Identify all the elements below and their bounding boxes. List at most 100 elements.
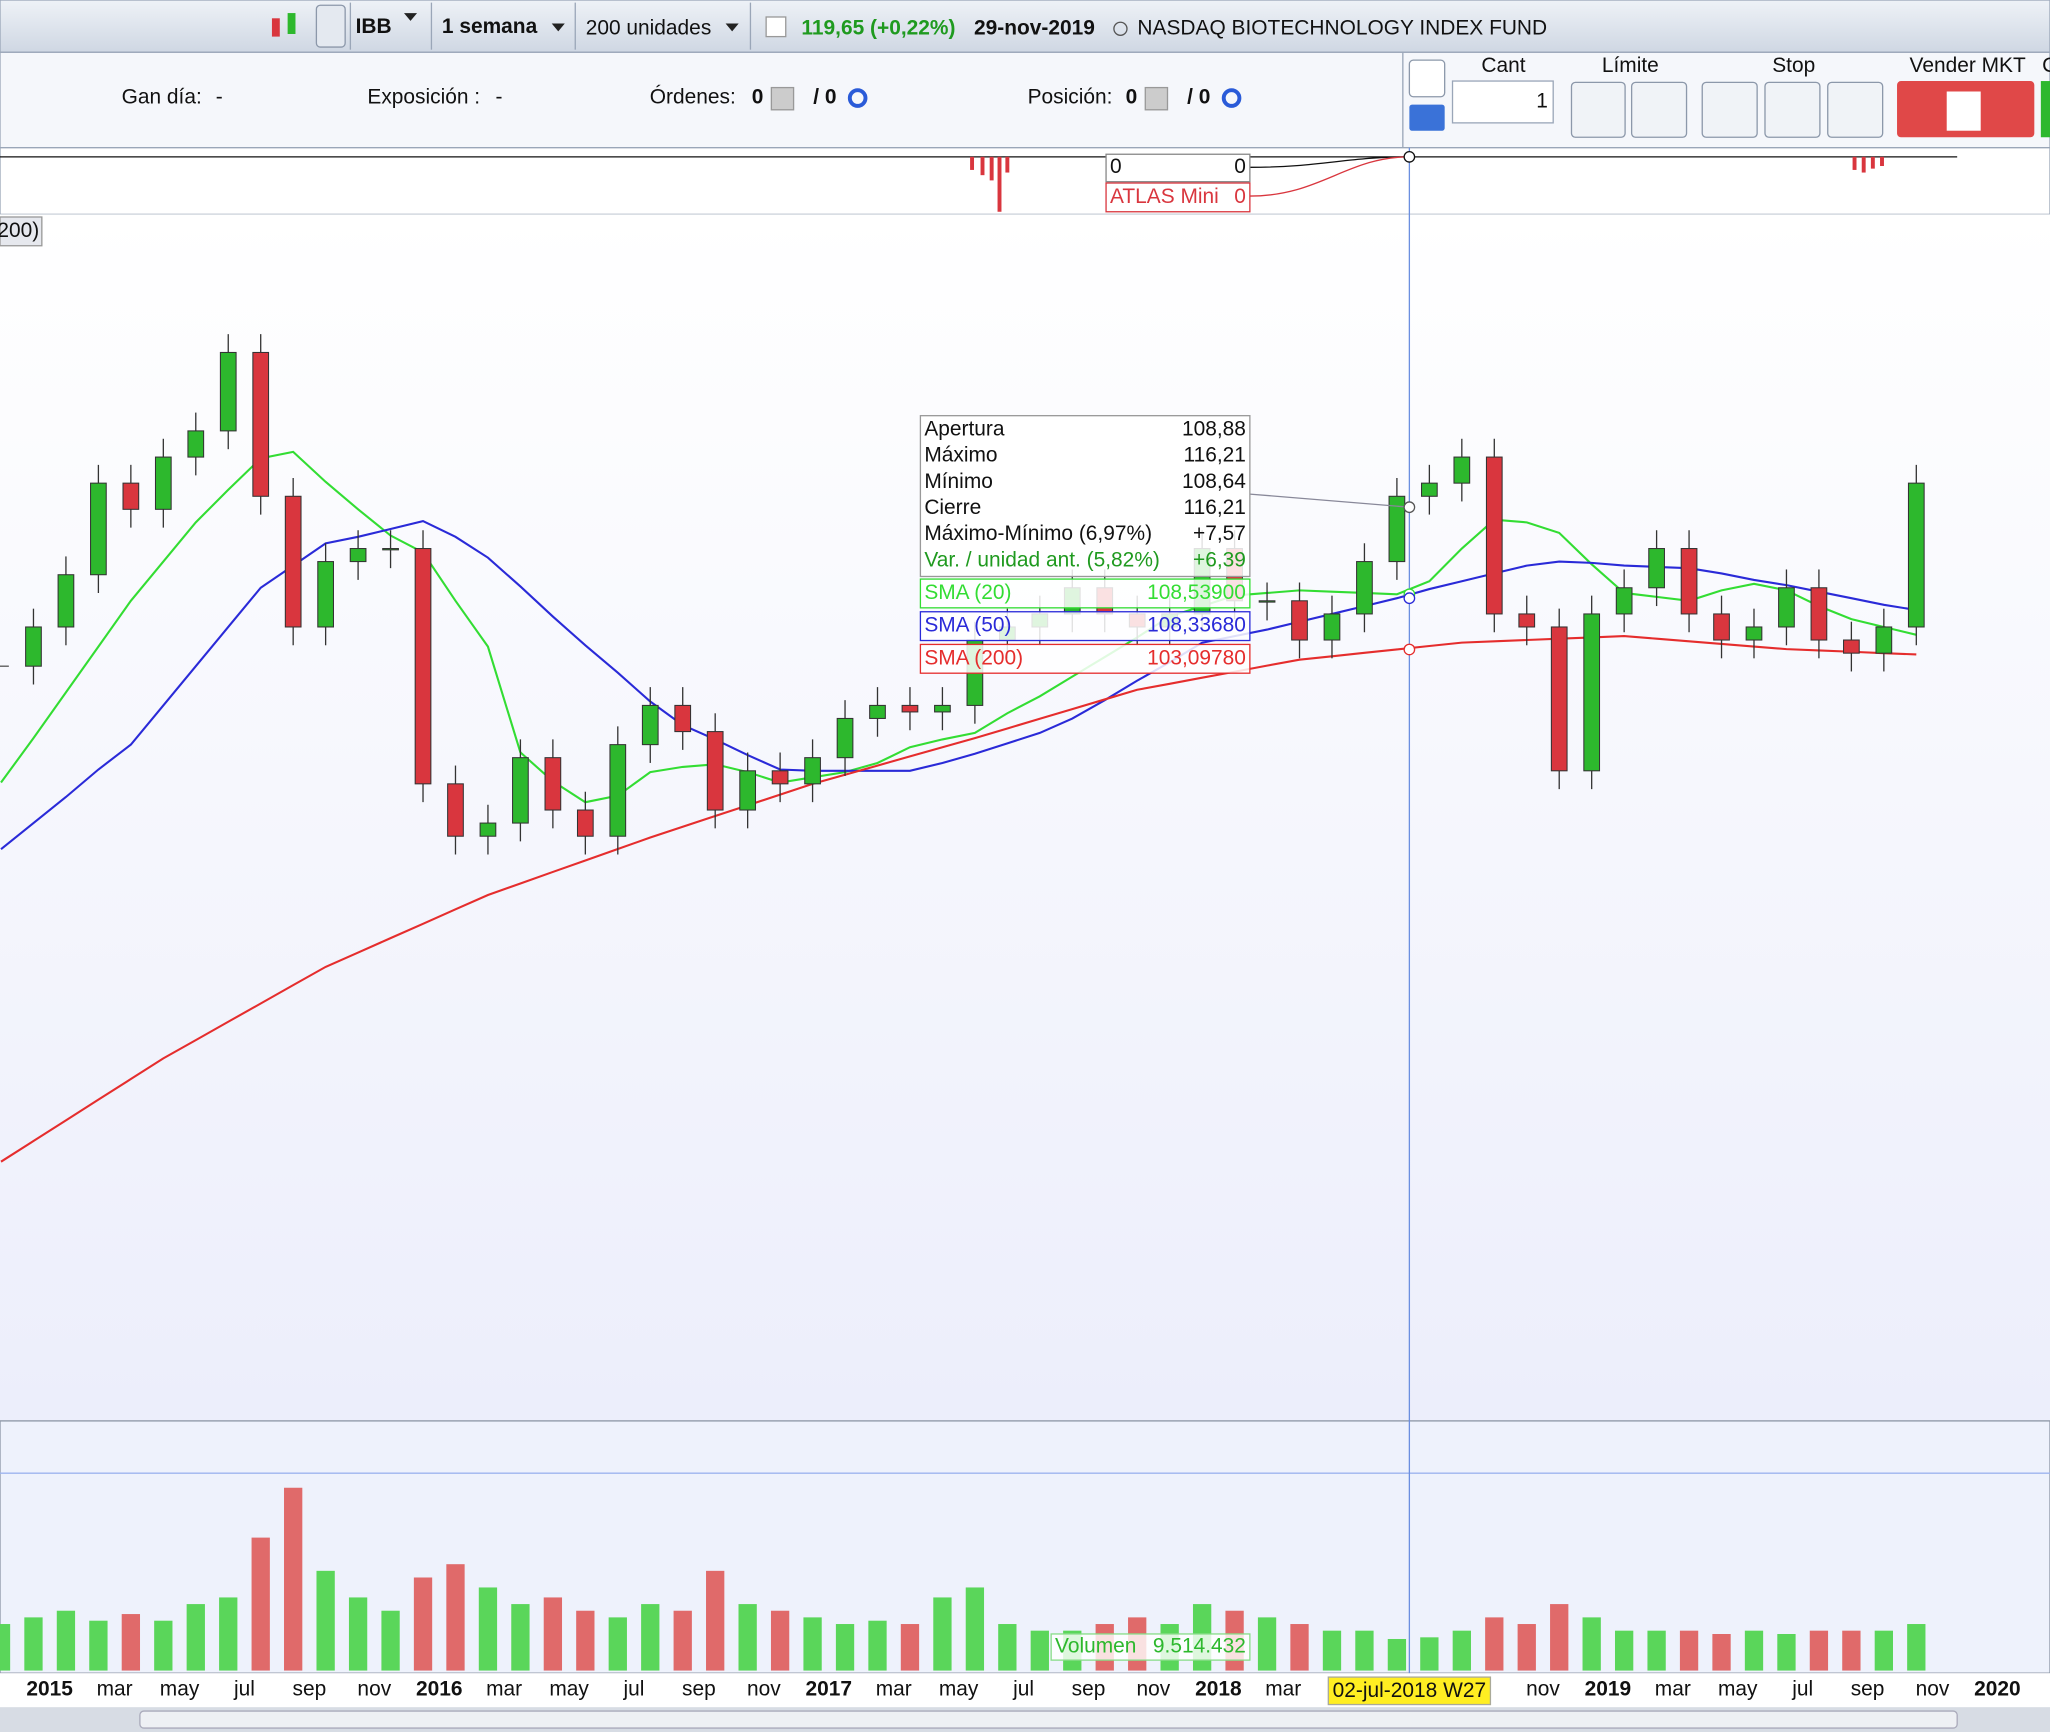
cancel-icon[interactable] — [770, 86, 795, 111]
candle — [57, 574, 75, 628]
candle — [1810, 587, 1828, 641]
volume-bar — [316, 1570, 335, 1671]
orders-total: / 0 — [813, 86, 836, 109]
volume-bar — [24, 1617, 43, 1671]
volume-bar — [770, 1610, 790, 1671]
legend-name: SMA (200) — [924, 646, 1023, 669]
volume-bar — [868, 1620, 887, 1671]
volume-bar — [1290, 1624, 1309, 1671]
buy-market-button[interactable] — [2040, 81, 2050, 138]
volume-bar — [154, 1620, 173, 1671]
exposure: - — [496, 86, 503, 109]
tooltip-label: Cierre — [924, 496, 981, 519]
volume-bar — [738, 1604, 757, 1671]
candle — [544, 757, 562, 811]
tooltip-label: Mínimo — [924, 470, 993, 493]
settings-button[interactable] — [1408, 59, 1446, 98]
indicator-pane — [0, 147, 2050, 216]
candle — [25, 626, 42, 667]
price-pane — [0, 214, 2050, 1421]
candle — [901, 704, 919, 713]
volume-bar — [803, 1617, 822, 1671]
candle — [674, 704, 692, 733]
link-icon[interactable] — [315, 4, 346, 48]
tooltip-label: Máximo — [924, 444, 997, 467]
candle — [609, 744, 627, 837]
qty-value[interactable]: 1 — [1536, 89, 1548, 112]
position-label: Posición: — [1028, 86, 1113, 109]
legend-box — [919, 578, 1251, 609]
volume-bar — [511, 1604, 530, 1671]
candle — [706, 731, 724, 811]
time-label: may — [939, 1678, 979, 1701]
gear-icon[interactable] — [847, 88, 868, 108]
legend-value: 108,33680 — [1147, 614, 1246, 637]
instrument: NASDAQ BIOTECHNOLOGY INDEX FUND — [1137, 16, 1547, 39]
sell-label: Vender MKT — [1910, 54, 2026, 77]
candle — [836, 717, 854, 759]
volume-bar — [965, 1587, 985, 1671]
volume-bar — [1614, 1630, 1634, 1671]
cancel-icon[interactable] — [1144, 86, 1169, 111]
symbol[interactable]: IBB — [356, 15, 392, 38]
time-label: 2018 — [1195, 1678, 1242, 1701]
candle — [154, 456, 172, 510]
tooltip-label: Var. / unidad ant. (5,82%) — [924, 548, 1160, 571]
volume-bar — [706, 1570, 725, 1671]
stop-button[interactable] — [1827, 81, 1884, 138]
time-label: sep — [1072, 1678, 1106, 1701]
candle — [934, 704, 951, 713]
timeframe[interactable]: 1 semana — [442, 15, 538, 38]
scroll-thumb[interactable] — [139, 1710, 1958, 1729]
candle — [187, 430, 205, 458]
volume-bar — [1907, 1624, 1926, 1671]
candle-icon[interactable] — [271, 13, 296, 37]
legend-fragment-box — [0, 216, 43, 247]
cursor-point — [1403, 501, 1416, 514]
legend-fragment: 200) — [0, 219, 39, 242]
stop-button[interactable] — [1701, 81, 1758, 138]
gear-icon[interactable] — [1221, 88, 1242, 108]
volume-bar — [1679, 1630, 1699, 1671]
quantity[interactable]: 200 unidades — [586, 16, 712, 39]
candle — [1713, 613, 1730, 641]
indicator-name: ATLAS Mini — [1110, 185, 1219, 208]
limit-buy-button[interactable] — [1570, 81, 1626, 138]
candle — [317, 561, 335, 628]
buy-label: C — [2042, 54, 2050, 77]
candle — [447, 783, 464, 837]
indicator-value: 0 — [1234, 185, 1246, 208]
gain-label: Gan día: — [122, 86, 202, 109]
volume-bar — [284, 1487, 303, 1671]
legend-name: SMA (20) — [924, 581, 1011, 604]
legend-value: 103,09780 — [1147, 646, 1246, 669]
status-dot — [1113, 21, 1128, 36]
volume-legend-box — [1050, 1633, 1251, 1661]
time-label: nov — [1137, 1678, 1171, 1701]
time-label: sep — [293, 1678, 327, 1701]
time-label: jul — [1791, 1678, 1813, 1701]
legend-name: SMA (50) — [924, 614, 1011, 637]
volume-bar — [576, 1610, 595, 1671]
volume-bar — [1420, 1637, 1439, 1671]
tooltip-label: Apertura — [924, 418, 1005, 441]
position: 0 — [1126, 86, 1138, 109]
position-total: / 0 — [1187, 86, 1210, 109]
time-axis — [0, 1673, 2050, 1708]
limit-sell-button[interactable] — [1630, 81, 1688, 138]
volume-bar — [641, 1604, 660, 1671]
candle — [1745, 626, 1763, 641]
tooltip-value: 108,64 — [1182, 470, 1246, 493]
sma-line — [0, 450, 1917, 804]
volume-bar — [1842, 1630, 1861, 1671]
qty-input[interactable] — [1451, 80, 1554, 124]
volume-bar — [0, 1624, 11, 1671]
keypad-button[interactable] — [1409, 104, 1445, 131]
volume-legend-value: 9.514.432 — [1153, 1635, 1246, 1658]
time-label: 2019 — [1585, 1678, 1632, 1701]
volume-bar — [1647, 1630, 1666, 1671]
volume-bar — [1257, 1617, 1277, 1671]
info-icon[interactable] — [765, 16, 787, 38]
stop-button[interactable] — [1764, 81, 1821, 138]
gain: - — [216, 86, 223, 109]
